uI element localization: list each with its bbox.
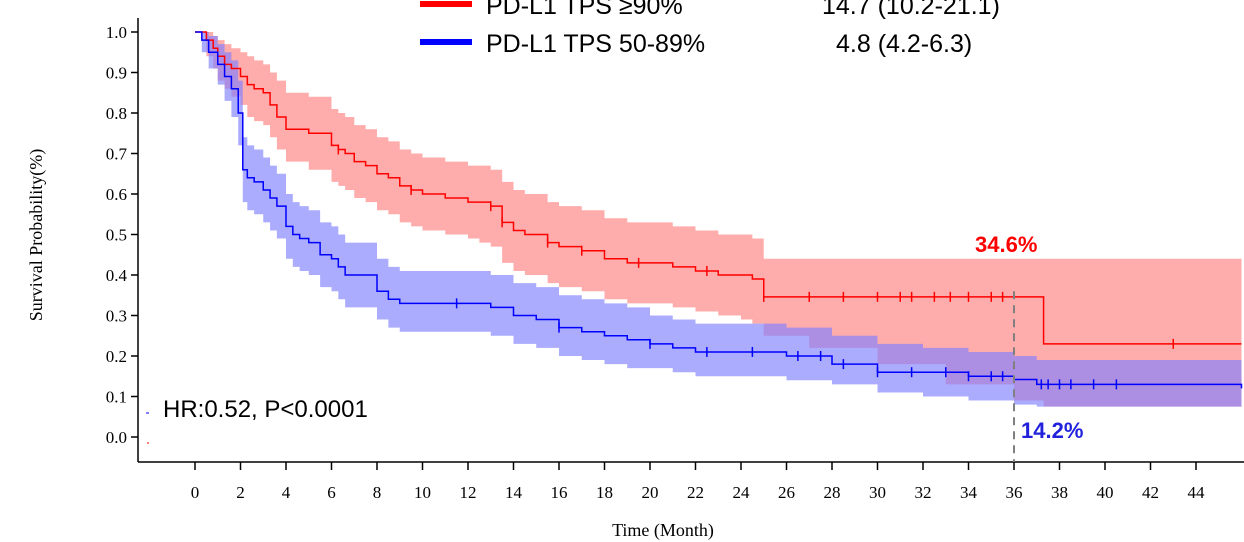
x-tick-label: 30 — [869, 483, 886, 502]
x-tick-label: 12 — [460, 483, 477, 502]
x-ticks: 0 2 4 6 8 10 12 14 16 18 20 22 24 26 28 30 32 34 36 38 40 42 4… — [191, 462, 1205, 502]
x-tick-label: 26 — [778, 483, 795, 502]
x-tick-label: 32 — [915, 483, 932, 502]
ci-band-blue — [195, 32, 1242, 411]
hr-annotation: HR:0.52, P<0.0001 — [163, 396, 368, 423]
legend-label-red: PD-L1 TPS ≥90% — [486, 0, 683, 20]
legend: PD-L1 TPS ≥90% 14.7 (10.2-21.1) PD-L1 TP… — [420, 0, 1000, 58]
censor-marks — [337, 144, 1174, 390]
red-landmark-label: 34.6% — [975, 232, 1037, 257]
x-tick-label: 44 — [1188, 483, 1206, 502]
x-tick-label: 20 — [642, 483, 659, 502]
x-axis-label: Time (Month) — [612, 520, 714, 541]
ci-band-red — [195, 32, 1242, 407]
survival-curve-blue — [195, 31, 1243, 389]
x-tick-label: 36 — [1006, 483, 1023, 502]
y-tick-label: 0.3 — [106, 307, 127, 326]
x-tick-label: 6 — [327, 483, 336, 502]
x-tick-label: 8 — [373, 483, 382, 502]
y-tick-label: 0.1 — [106, 388, 127, 407]
blue-landmark-label: 14.2% — [1021, 418, 1083, 443]
y-tick-label: 0.7 — [106, 145, 128, 164]
x-tick-label: 24 — [733, 483, 751, 502]
y-tick-label: 0.2 — [106, 347, 127, 366]
x-tick-label: 40 — [1097, 483, 1114, 502]
x-tick-label: 0 — [191, 483, 200, 502]
x-tick-label: 4 — [282, 483, 291, 502]
confidence-bands — [195, 32, 1242, 411]
x-tick-label: 18 — [596, 483, 613, 502]
x-tick-label: 34 — [960, 483, 978, 502]
x-tick-label: 28 — [824, 483, 841, 502]
x-tick-label: 10 — [414, 483, 431, 502]
x-tick-label: 2 — [236, 483, 245, 502]
y-tick-label: 0.6 — [106, 185, 127, 204]
y-tick-label: 0.9 — [106, 64, 127, 83]
x-tick-label: 22 — [687, 483, 704, 502]
y-tick-label: 0.4 — [106, 266, 128, 285]
y-tick-label: 0.8 — [106, 104, 127, 123]
y-ticks: 0.0 0.1 0.2 0.3 0.4 0.5 0.6 0.7 0.8 0.9 1.0 — [106, 23, 138, 447]
x-tick-label: 14 — [505, 483, 523, 502]
x-tick-label: 16 — [551, 483, 568, 502]
y-axis-label: Survival Probability(%) — [26, 149, 47, 321]
y-tick-label: 0.0 — [106, 428, 127, 447]
legend-value-red: 14.7 (10.2-21.1) — [822, 0, 1000, 20]
y-tick-label: 1.0 — [106, 23, 127, 42]
legend-label-blue: PD-L1 TPS 50-89% — [486, 30, 705, 58]
x-tick-label: 38 — [1051, 483, 1068, 502]
x-tick-label: 42 — [1142, 483, 1159, 502]
legend-value-blue: 4.8 (4.2-6.3) — [836, 30, 972, 58]
y-tick-label: 0.5 — [106, 226, 127, 245]
